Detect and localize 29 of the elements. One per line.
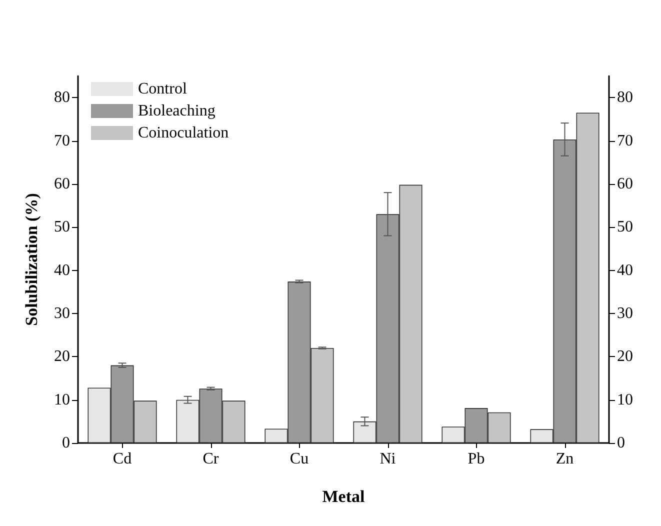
y2-tick-label: 40 bbox=[617, 262, 633, 279]
y2-tick-label: 50 bbox=[617, 218, 633, 236]
x-tick-label: Pb bbox=[468, 450, 485, 468]
y2-tick-label: 30 bbox=[617, 304, 633, 322]
x-tick-label: Cd bbox=[112, 450, 132, 468]
y2-tick-label: 10 bbox=[617, 391, 633, 408]
y-tick-label: 40 bbox=[54, 262, 70, 279]
x-tick-label: Cr bbox=[202, 450, 220, 468]
y-axis-title: Solubilization (%) bbox=[22, 193, 41, 326]
y-tick-label: 10 bbox=[54, 391, 70, 408]
y-tick-label: 30 bbox=[54, 304, 70, 322]
x-tick-label: Ni bbox=[380, 450, 396, 468]
y2-tick-label: 60 bbox=[617, 175, 633, 192]
legend-label: Control bbox=[138, 80, 188, 98]
y-tick-label: 70 bbox=[54, 132, 70, 150]
y2-tick-label: 0 bbox=[617, 434, 625, 452]
y-tick-label: 60 bbox=[54, 175, 70, 192]
legend-label: Bioleaching bbox=[138, 102, 216, 120]
y-tick-label: 80 bbox=[54, 89, 70, 106]
y-tick-label: 50 bbox=[54, 218, 70, 236]
y2-tick-label: 70 bbox=[617, 132, 633, 150]
y2-tick-label: 20 bbox=[617, 348, 633, 366]
y2-tick-label: 80 bbox=[617, 89, 633, 106]
y-tick-label: 20 bbox=[54, 348, 70, 366]
x-axis-title: Metal bbox=[322, 487, 366, 506]
x-tick-label: Cu bbox=[290, 450, 309, 468]
y-tick-label: 0 bbox=[62, 434, 70, 452]
legend-label: Coinoculation bbox=[138, 124, 229, 142]
x-tick-label: Zn bbox=[556, 450, 574, 468]
